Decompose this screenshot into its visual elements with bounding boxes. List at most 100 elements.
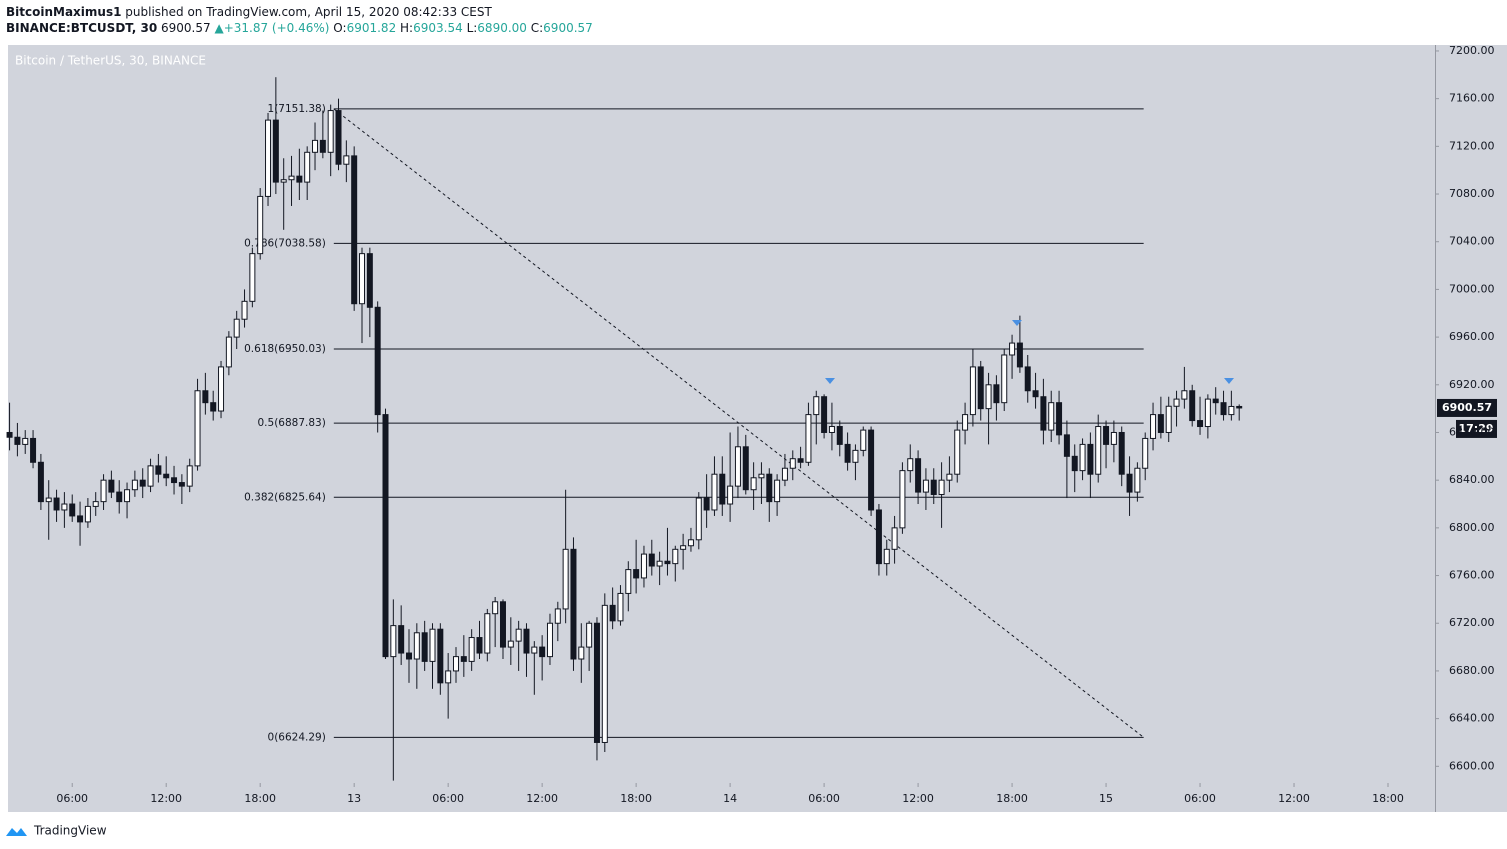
body <box>985 384 992 410</box>
body <box>609 604 616 622</box>
body <box>797 458 804 463</box>
body <box>1110 431 1117 445</box>
body <box>507 640 514 648</box>
body <box>899 470 906 529</box>
body <box>452 656 459 672</box>
body <box>476 637 483 654</box>
author: BitcoinMaximus1 <box>6 5 122 19</box>
body <box>131 479 138 491</box>
body <box>218 366 225 412</box>
grid <box>71 50 1439 787</box>
body <box>147 465 154 487</box>
body <box>45 497 52 503</box>
y-tick-label: 7000.00 <box>1449 282 1495 295</box>
header-line: BitcoinMaximus1 published on TradingView… <box>6 4 593 20</box>
body <box>202 390 209 404</box>
body <box>14 436 21 445</box>
body <box>539 646 546 658</box>
body <box>194 390 201 467</box>
fib-trend <box>333 108 1144 738</box>
body <box>734 446 741 487</box>
body <box>139 479 146 487</box>
body <box>124 489 131 503</box>
x-tick-label: 18:00 <box>1372 792 1404 805</box>
body <box>954 429 961 475</box>
y-tick-label: 7160.00 <box>1449 92 1495 105</box>
c: 6900.57 <box>543 21 593 35</box>
body <box>398 625 405 654</box>
body <box>625 569 632 594</box>
body <box>703 497 710 511</box>
countdown-tag <box>1456 419 1497 438</box>
x-tick-label: 13 <box>347 792 361 805</box>
published: published on TradingView.com, April 15, … <box>125 5 492 19</box>
change: +31.87 (+0.46%) <box>223 21 330 35</box>
o-label: O: <box>333 21 347 35</box>
body <box>1173 398 1180 407</box>
body <box>1016 342 1023 368</box>
body <box>640 553 647 579</box>
body <box>781 467 788 481</box>
body <box>711 473 718 511</box>
y-tick-label: 6880.00 <box>1449 425 1495 438</box>
y-tick-label: 7120.00 <box>1449 139 1495 152</box>
body <box>930 479 937 495</box>
body <box>6 431 13 438</box>
body <box>1001 354 1008 404</box>
body <box>695 497 702 541</box>
body <box>515 628 522 642</box>
body <box>1204 398 1211 428</box>
h-label: H: <box>400 21 414 35</box>
x-tick-label: 18:00 <box>620 792 652 805</box>
arrow: ▲ <box>214 21 224 35</box>
body <box>468 637 475 662</box>
y-tick-label: 6600.00 <box>1449 759 1495 772</box>
body <box>546 622 553 658</box>
body <box>868 429 875 511</box>
body <box>875 509 882 565</box>
body <box>680 545 687 550</box>
body <box>860 429 867 451</box>
body <box>593 622 600 743</box>
body <box>727 485 734 505</box>
body <box>758 473 765 479</box>
body <box>1024 366 1031 392</box>
body <box>993 384 1000 404</box>
body <box>977 366 984 410</box>
body <box>962 414 969 431</box>
fib-label: 0(6624.29) <box>268 731 326 743</box>
body <box>828 426 835 433</box>
body <box>53 497 60 511</box>
body <box>225 336 232 368</box>
body <box>554 608 561 624</box>
x-tick-label: 14 <box>723 792 737 805</box>
body <box>257 195 264 255</box>
x-tick-label: 06:00 <box>1184 792 1216 805</box>
body <box>1212 398 1219 404</box>
body <box>774 479 781 503</box>
y-tick-label: 6800.00 <box>1449 521 1495 534</box>
body <box>915 458 922 493</box>
x-tick-label: 12:00 <box>150 792 182 805</box>
x-tick-label: 06:00 <box>56 792 88 805</box>
body <box>1157 414 1164 433</box>
body <box>22 437 29 445</box>
body <box>1087 443 1094 475</box>
body <box>241 300 248 320</box>
body <box>1079 443 1086 472</box>
body <box>1032 390 1039 398</box>
body <box>280 179 287 183</box>
body <box>460 656 467 662</box>
body <box>836 426 843 445</box>
body <box>664 560 671 565</box>
y-tick-label: 6920.00 <box>1449 378 1495 391</box>
body <box>296 175 303 183</box>
body <box>586 622 593 648</box>
body <box>69 503 76 517</box>
x-tick-label: 18:00 <box>996 792 1028 805</box>
body <box>672 548 679 565</box>
body <box>499 601 506 648</box>
body <box>327 110 334 153</box>
